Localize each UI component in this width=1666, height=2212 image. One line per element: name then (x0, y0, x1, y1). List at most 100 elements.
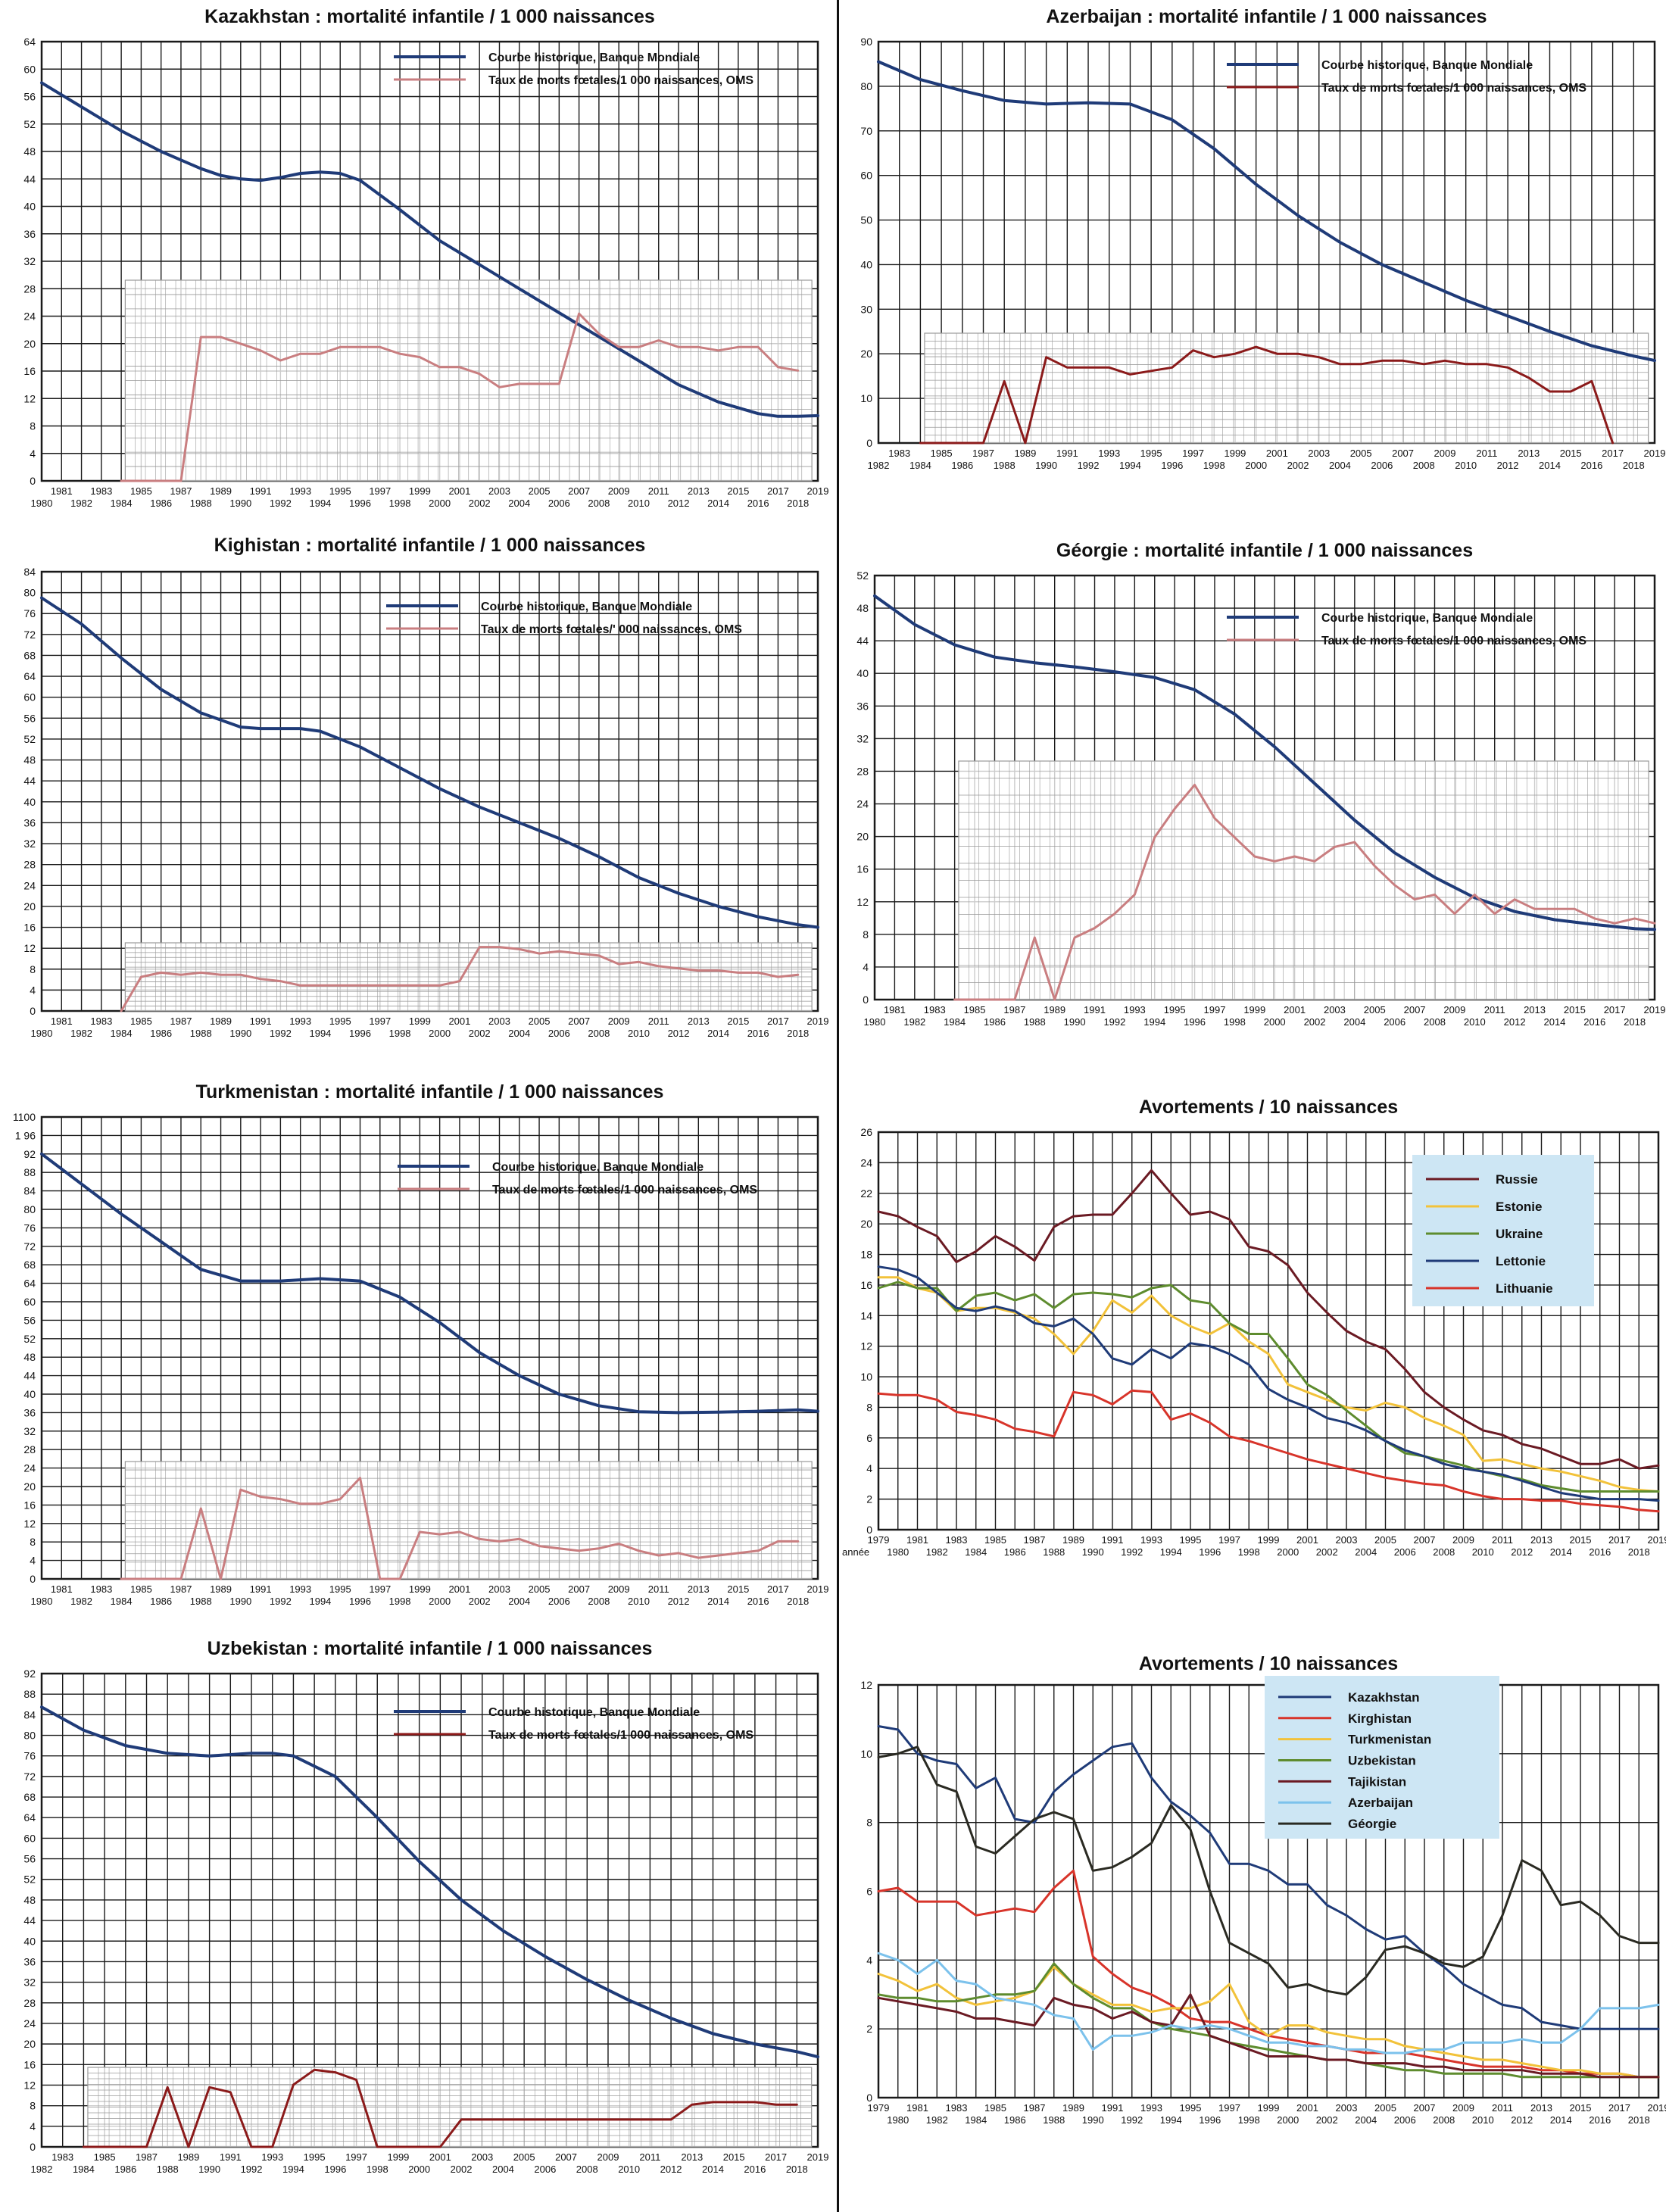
series-line-courbe-historique-banque-mondiale (40, 1705, 819, 2059)
x-tick-label: 2006 (1371, 460, 1393, 471)
x-tick-label: 2017 (767, 1583, 789, 1595)
y-tick-label: 32 (23, 255, 36, 267)
x-tick-label: 2007 (568, 1016, 590, 1027)
x-tick-label: 1986 (114, 2164, 136, 2175)
x-tick-label: 2009 (1443, 1004, 1465, 1016)
chart-uzbekistan: Uzbekistan : mortalité infantile / 1 000… (0, 1632, 833, 2212)
x-tick-label: 1986 (1004, 1546, 1026, 1558)
legend: Courbe historique, Banque Mondiale Taux d… (394, 1706, 753, 1742)
y-tick-label: 80 (860, 80, 872, 92)
x-tick-label: 1985 (984, 2102, 1006, 2114)
y-tick-label: 12 (860, 1679, 872, 1691)
chart-avortements-asie: Avortements / 10 naissances 0 2 4 6 8 10 12 1979… (841, 1640, 1666, 2212)
x-tick-label: 2015 (1560, 448, 1582, 459)
y-tick-label: 40 (23, 1388, 36, 1400)
x-tick-label: 1989 (1062, 2102, 1084, 2114)
y-tick-label: 68 (23, 1259, 36, 1271)
y-tick-label: 52 (23, 1333, 36, 1345)
x-tick-label: 2005 (1374, 1534, 1396, 1546)
x-tick-label: 2018 (787, 1028, 809, 1039)
x-tick-label: 1984 (111, 1596, 133, 1607)
x-tick-label: 2008 (588, 1596, 610, 1607)
x-tick-label: 2016 (1580, 460, 1602, 471)
y-tick-label: 12 (856, 896, 869, 908)
x-tick-label: 1997 (369, 1583, 391, 1595)
legend-label: Taux de morts fœtales/1 000 naissances, … (1321, 82, 1586, 95)
series-line-taux-de-morts-f-tales-000-naissances-oms (120, 946, 800, 1012)
x-tick-label: 1982 (70, 1028, 92, 1039)
x-tick-label: 2007 (555, 2151, 577, 2163)
x-tick-label: 2019 (1644, 448, 1666, 459)
x-tick-label: 1984 (965, 2114, 987, 2126)
y-tick-label: 36 (856, 700, 869, 712)
oms-inset (124, 1461, 813, 1580)
x-tick-label: 1994 (1160, 1546, 1182, 1558)
y-tick-label: 16 (23, 922, 36, 934)
y-tick-label: 52 (23, 733, 36, 745)
x-tick-label: 1982 (70, 1596, 92, 1607)
x-tick-label: 1986 (1004, 2114, 1026, 2126)
x-tick-label: 1982 (868, 460, 890, 471)
x-tick-label: 1981 (51, 1016, 73, 1027)
x-tick-label: 1996 (349, 1596, 371, 1607)
legend-label: Taux de morts fœtales/' 000 naissances, … (481, 623, 742, 636)
x-tick-label: 2016 (1589, 2114, 1611, 2126)
chart-georgie: Géorgie : mortalité infantile / 1 000 na… (841, 534, 1666, 1064)
x-tick-label: 1998 (1238, 1546, 1260, 1558)
x-tick-label: 1991 (1102, 2102, 1124, 2114)
x-tick-label: 1986 (951, 460, 973, 471)
x-tick-label: 1993 (261, 2151, 283, 2163)
y-tick-label: 14 (860, 1309, 872, 1321)
x-tick-label: 2009 (608, 485, 630, 497)
y-tick-label: 16 (23, 1499, 36, 1511)
x-tick-label: 2006 (1394, 2114, 1416, 2126)
y-tick-label: 60 (23, 691, 36, 704)
x-tick-label: 1985 (130, 485, 152, 497)
chart-avortements-asie-svg: Avortements / 10 naissances 0 2 4 6 8 10 12 1979… (860, 1653, 1666, 2126)
chart-kirghistan: Kighistan : mortalité infantile / 1 000 … (0, 530, 833, 1060)
x-tick-label: 1999 (1258, 2102, 1280, 2114)
x-tick-label: 1988 (994, 460, 1016, 471)
x-tick-label: 2003 (1308, 448, 1330, 459)
chart-kazakhstan: Kazakhstan : mortalité infantile / 1 000… (0, 0, 833, 519)
x-tick-label: 2001 (1296, 1534, 1318, 1546)
legend-label: Géorgie (1348, 1817, 1396, 1831)
x-tick-label: 2013 (1530, 2102, 1552, 2114)
x-tick-label: 1987 (170, 485, 192, 497)
legend-label: Kirghistan (1348, 1711, 1412, 1726)
chart-kazakhstan-svg: Kazakhstan : mortalité infantile / 1 000… (23, 6, 828, 509)
legend-label: Courbe historique, Banque Mondiale (488, 51, 700, 64)
y-tick-label: 0 (866, 1524, 872, 1536)
x-tick-label: 2019 (1648, 1534, 1666, 1546)
series-line-g-orgie (877, 1746, 1660, 1996)
x-tick-label: 1988 (1043, 1546, 1065, 1558)
y-tick-label: 64 (23, 1811, 36, 1824)
x-tick-label: 1992 (1103, 1016, 1125, 1028)
y-tick-label: 88 (23, 1688, 36, 1700)
y-tick-label: 76 (23, 1221, 36, 1234)
x-tick-label: 2012 (668, 1028, 690, 1039)
y-tick-label: 4 (30, 448, 36, 460)
x-tick-label: 2008 (1413, 460, 1435, 471)
x-tick-label: 2003 (1336, 1534, 1358, 1546)
series-line-taux-de-morts-f-tales-1-000-naissances-oms (953, 784, 1656, 1001)
x-tick-label: 2007 (1414, 2102, 1436, 2114)
y-tick-label: 40 (860, 258, 872, 270)
x-tick-label: 1988 (157, 2164, 179, 2175)
y-tick-label: 32 (23, 1425, 36, 1437)
x-tick-label: 1996 (349, 498, 371, 509)
x-tick-label: 1995 (1140, 448, 1162, 459)
y-tick-label: 10 (860, 392, 872, 404)
x-tick-label: 2013 (1524, 1004, 1546, 1016)
x-tick-label: 2005 (513, 2151, 535, 2163)
x-tick-label: 2010 (628, 1028, 650, 1039)
x-tick-label: 1996 (349, 1028, 371, 1039)
x-tick-label: 1990 (229, 1028, 251, 1039)
y-tick-label: 52 (23, 118, 36, 130)
x-tick-label: 2008 (588, 498, 610, 509)
x-tick-label: 2019 (807, 1583, 829, 1595)
legend-label: Lettonie (1496, 1254, 1546, 1268)
legend-label: Turkmenistan (1348, 1733, 1431, 1747)
x-tick-label: 2002 (1316, 2114, 1338, 2126)
x-tick-label: 2015 (723, 2151, 745, 2163)
